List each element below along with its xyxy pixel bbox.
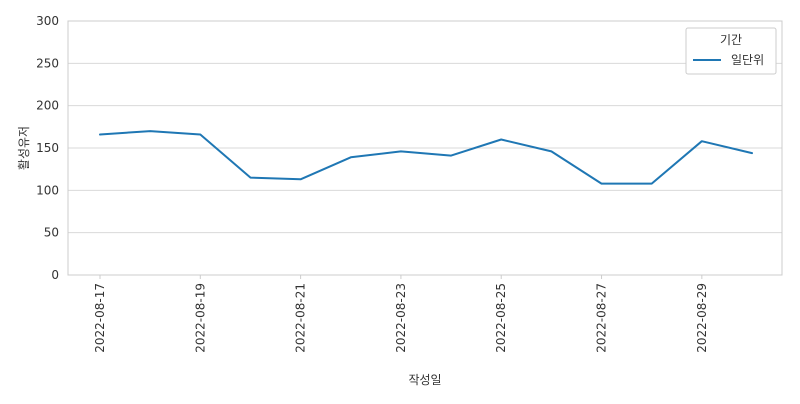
legend-series-label: 일단위 [731,53,764,67]
series-line [100,131,752,184]
y-tick-label: 200 [36,99,59,113]
y-axis-title: 활성유저 [17,126,31,170]
x-tick-label: 2022-08-25 [494,283,508,353]
legend: 기간 일단위 [686,28,776,74]
grid-layer [68,21,782,275]
x-tick-label: 2022-08-19 [193,283,207,353]
series-layer [100,131,752,184]
y-tick-label: 100 [36,183,59,197]
y-tick-label: 50 [44,226,59,240]
y-tick-label: 250 [36,56,59,70]
x-tick-label: 2022-08-21 [294,283,308,353]
x-tick-label: 2022-08-23 [394,283,408,353]
y-tick-labels: 0 50 100 150 200 250 300 [36,14,59,282]
y-tick-label: 0 [51,268,59,282]
x-tick-label: 2022-08-29 [695,283,709,353]
x-axis-title: 작성일 [408,373,441,387]
x-tick-label: 2022-08-17 [93,283,107,353]
y-tick-label: 150 [36,141,59,155]
legend-title: 기간 [720,33,742,47]
x-tick-labels: 2022-08-17 2022-08-19 2022-08-21 2022-08-23… [93,275,709,353]
y-tick-label: 300 [36,14,59,28]
x-tick-label: 2022-08-27 [595,283,609,353]
